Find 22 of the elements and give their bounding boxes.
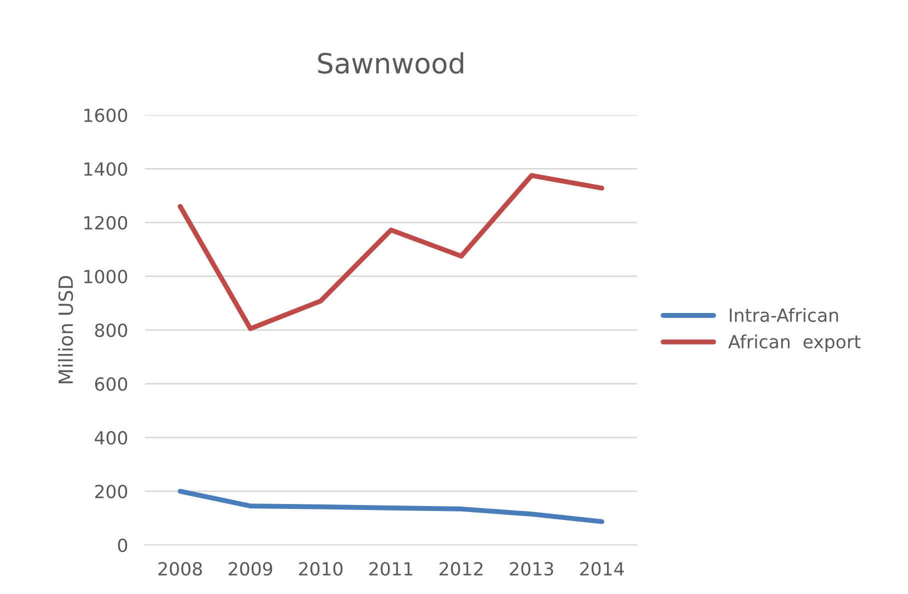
y-tick-label: 400 [94,430,128,445]
line-series [178,488,604,524]
legend-label: African export [728,334,861,352]
x-tick-label: 2009 [228,562,272,576]
x-tick-label: 2012 [440,562,482,576]
y-tick-label: 1200 [84,216,128,230]
x-tick-label: 2014 [580,562,624,576]
x-tick-label: 2008 [158,562,202,576]
y-tick-label: 0 [118,538,128,552]
chart-title: Sawnwood [318,52,464,74]
y-axis-title: Million USD [58,276,74,384]
y-tick-label: 800 [95,323,128,338]
y-tick-label: 1600 [84,108,128,122]
y-tick-label: 600 [95,377,128,391]
x-tick-label: 2011 [369,562,412,576]
line-series [178,173,604,332]
y-tick-label: 200 [95,484,128,498]
y-tick-label: 1000 [84,270,128,284]
y-tick-label: 1400 [84,162,128,176]
legend-label: Intra-African [730,308,838,322]
x-tick-label: 2010 [299,562,342,576]
x-tick-label: 2013 [510,562,554,576]
